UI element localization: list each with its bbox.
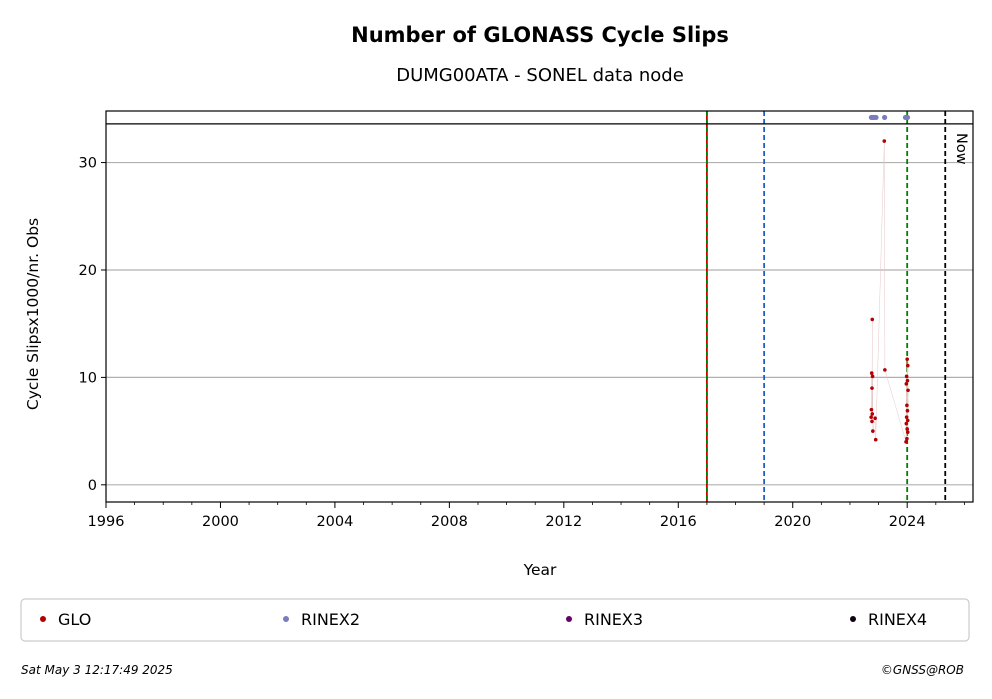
point-glo-15 [904,374,909,379]
legend-label-rinex4: RINEX4 [868,610,927,629]
y-tick-label-10: 10 [79,370,97,386]
legend: GLO RINEX2 RINEX3 RINEX4 [20,598,970,642]
point-rinex2-3 [873,114,879,121]
legend-item-rinex4: RINEX4 [850,610,927,629]
x-tick-label-1996: 1996 [88,514,125,530]
point-rinex2-7 [904,114,911,121]
x-tick-label-2004: 2004 [316,514,353,530]
point-glo-11 [882,139,887,143]
x-tick-label-2024: 2024 [889,514,926,530]
point-rinex2-4 [881,114,888,121]
point-glo-21 [904,415,909,419]
x-tick-label-2012: 2012 [545,514,582,530]
point-glo-6 [869,415,873,419]
point-glo-27 [904,440,908,444]
point-glo-8 [870,419,874,424]
point-glo-26 [905,436,909,441]
legend-label-rinex2: RINEX2 [301,610,360,629]
point-glo-20 [905,408,910,413]
chart-title: Number of GLONASS Cycle Slips [351,23,729,47]
x-axis-label: Year [523,561,557,579]
legend-marker-rinex4 [850,616,856,622]
y-tick-label-20: 20 [79,263,97,279]
point-glo-25 [905,430,910,434]
series-connectors [870,141,909,442]
point-glo-16 [905,378,910,383]
point-glo-10 [873,437,878,442]
legend-marker-rinex3 [566,616,572,622]
point-glo-4 [869,407,874,412]
point-glo-5 [870,412,875,416]
legend-box [20,598,970,642]
point-glo-13 [905,357,909,361]
point-glo-9 [871,429,875,433]
point-glo-14 [905,363,910,368]
legend-marker-glo [40,616,46,622]
y-axis-label: Cycle Slipsx1000/nr. Obs [24,218,42,410]
legend-item-glo: GLO [40,610,91,629]
point-glo-18 [906,388,910,393]
x-tick-label-2020: 2020 [774,514,811,530]
y-tick-label-0: 0 [88,478,97,494]
footer-date: Sat May 3 12:17:49 2025 [21,663,173,677]
now-label: Now [953,133,969,165]
data-points [868,114,911,444]
point-glo-12 [883,368,887,372]
x-tick-label-2000: 2000 [202,514,239,530]
point-glo-24 [905,427,909,431]
y-tick-label-30: 30 [79,156,97,172]
legend-item-rinex2: RINEX2 [283,610,360,629]
point-glo-2 [870,374,875,379]
legend-label-rinex3: RINEX3 [584,610,643,629]
point-glo-3 [870,386,874,390]
legend-marker-rinex2 [283,616,289,622]
point-glo-23 [904,421,909,426]
plot-frame [105,110,974,503]
point-glo-19 [905,403,909,408]
x-tick-label-2016: 2016 [660,514,697,530]
legend-label-glo: GLO [58,610,91,629]
point-glo-7 [873,416,877,421]
x-tick-label-2008: 2008 [431,514,468,530]
point-glo-17 [904,382,909,386]
x-axis-ticks: 1996 2000 2004 2008 2012 2016 2020 2024 [88,502,965,530]
point-glo-22 [905,418,910,423]
reference-lines [705,111,947,502]
point-glo-0 [870,317,875,322]
y-axis-ticks: 0 10 20 30 [79,156,106,494]
grid-lines [106,161,973,486]
footer-credit: ©GNSS@ROB [881,663,964,677]
connector-glo [870,141,909,442]
point-glo-1 [869,371,874,375]
chart-subtitle: DUMG00ATA - SONEL data node [396,65,684,86]
legend-item-rinex3: RINEX3 [566,610,643,629]
